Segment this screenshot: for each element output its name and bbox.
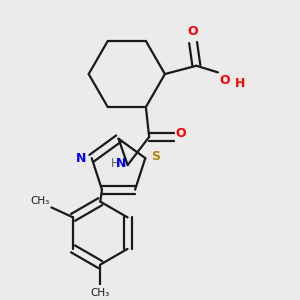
Text: O: O: [176, 127, 186, 140]
Text: H: H: [235, 77, 245, 90]
Text: O: O: [220, 74, 230, 87]
Text: CH₃: CH₃: [31, 196, 50, 206]
Text: O: O: [188, 25, 198, 38]
Text: N: N: [75, 152, 86, 165]
Text: CH₃: CH₃: [91, 288, 110, 298]
Text: N: N: [116, 157, 126, 170]
Text: S: S: [151, 150, 160, 163]
Text: H: H: [111, 157, 119, 170]
